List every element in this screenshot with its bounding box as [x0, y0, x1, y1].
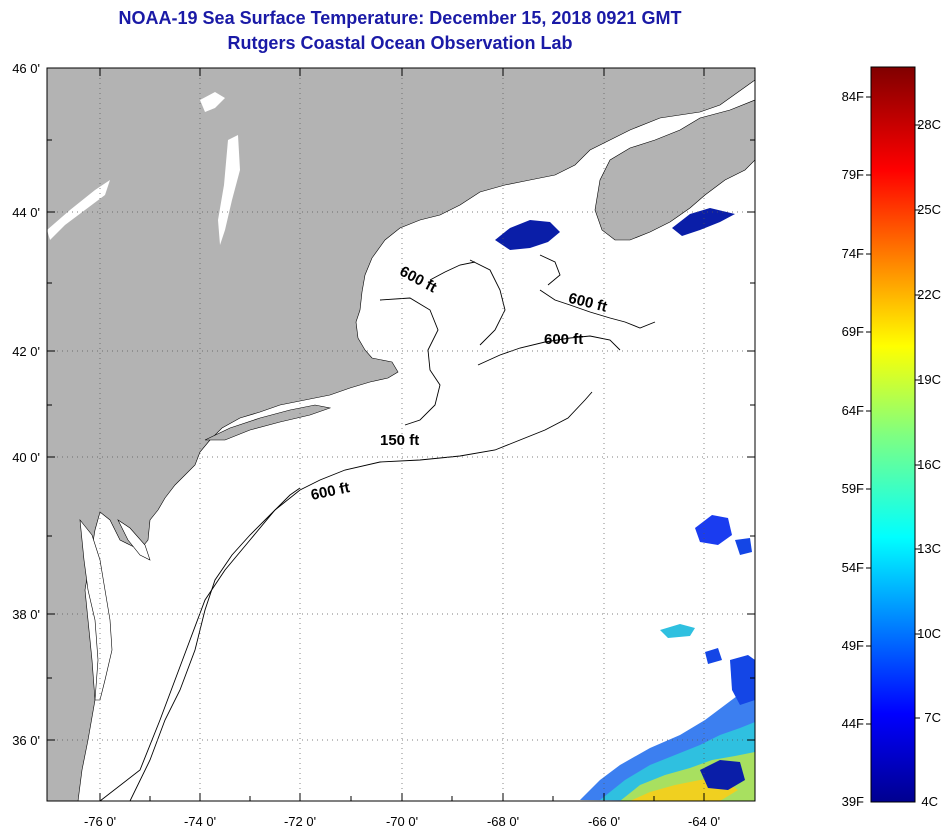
colorbar-f-label: 84F	[842, 89, 864, 104]
contour-label: 150 ft	[380, 432, 419, 449]
frame-ticks	[47, 68, 755, 801]
colorbar-f-label: 69F	[842, 324, 864, 339]
lat-label: 40 0'	[12, 450, 40, 465]
colorbar-c-label: 10C	[917, 626, 941, 641]
colorbar-c-label: 22C	[917, 287, 941, 302]
lon-label: -72 0'	[284, 814, 316, 829]
colorbar-c-label: 19C	[917, 372, 941, 387]
colorbar-ticks	[866, 96, 920, 725]
colorbar-f-label: 59F	[842, 481, 864, 496]
lat-label: 38 0'	[12, 607, 40, 622]
colorbar-f-label: 39F	[842, 794, 864, 809]
lake-champlain	[218, 135, 240, 245]
colorbar-c-label: 13C	[917, 541, 941, 556]
lon-label: -64 0'	[688, 814, 720, 829]
colorbar-c-label: 16C	[917, 457, 941, 472]
lake-blob	[200, 92, 225, 112]
map-title: NOAA-19 Sea Surface Temperature: Decembe…	[118, 8, 682, 28]
graticule	[47, 68, 755, 801]
colorbar-c-label: 28C	[917, 117, 941, 132]
bathymetry-contours	[99, 254, 656, 801]
lon-label: -70 0'	[386, 814, 418, 829]
lon-label: -74 0'	[184, 814, 216, 829]
map-subtitle: Rutgers Coastal Ocean Observation Lab	[227, 33, 573, 53]
land-long-island	[204, 404, 332, 441]
colorbar-f-label: 74F	[842, 246, 864, 261]
sst-patches	[495, 208, 755, 801]
colorbar-c-label: 25C	[917, 202, 941, 217]
lake-ontario	[47, 180, 110, 240]
colorbar-f-label: 44F	[842, 716, 864, 731]
land-mainland	[47, 68, 755, 801]
lat-label: 42 0'	[12, 344, 40, 359]
colorbar-f-label: 64F	[842, 403, 864, 418]
colorbar-c-label: 4C	[921, 794, 938, 809]
lat-label: 46 0'	[12, 61, 40, 76]
lat-label: 36 0'	[12, 733, 40, 748]
colorbar	[870, 66, 916, 803]
colorbar-f-label: 49F	[842, 638, 864, 653]
lat-label: 44 0'	[12, 205, 40, 220]
lon-label: -66 0'	[588, 814, 620, 829]
water-delaware-bay	[117, 519, 151, 561]
colorbar-f-label: 54F	[842, 560, 864, 575]
colorbar-c-label: 7C	[924, 710, 941, 725]
colorbar-f-label: 79F	[842, 167, 864, 182]
lon-label: -76 0'	[84, 814, 116, 829]
water-chesapeake	[79, 519, 113, 701]
land-nova-scotia	[594, 99, 755, 241]
map-frame	[46, 67, 756, 802]
lon-label: -68 0'	[487, 814, 519, 829]
contour-label: 600 ft	[544, 331, 583, 348]
